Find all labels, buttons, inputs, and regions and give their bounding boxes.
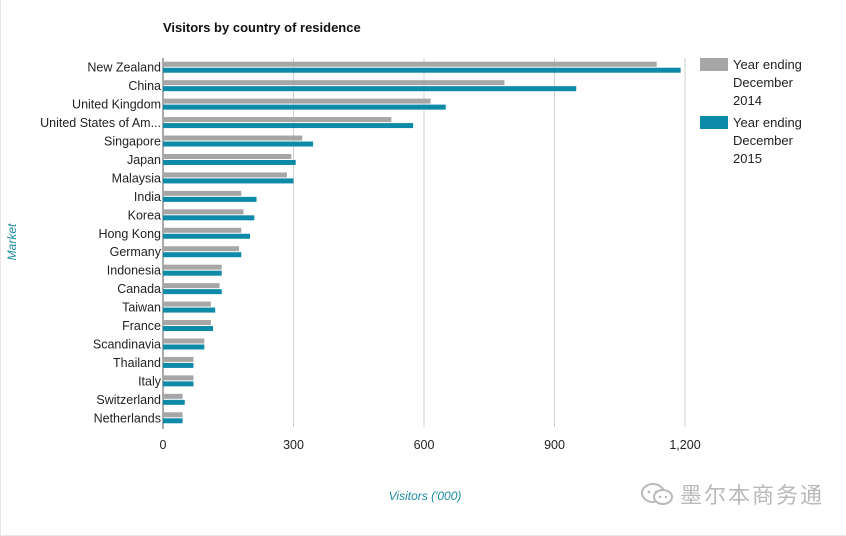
category-label: Singapore bbox=[104, 135, 161, 149]
bar-2014 bbox=[163, 393, 183, 399]
bar-2014 bbox=[163, 135, 303, 141]
category-label: Malaysia bbox=[112, 171, 161, 185]
bar-2014 bbox=[163, 375, 194, 381]
x-tick-labels: 0 300 600 900 1,200 bbox=[160, 438, 701, 452]
bar-2015 bbox=[163, 418, 183, 424]
bar-2015 bbox=[163, 362, 194, 368]
bar-2015 bbox=[163, 159, 296, 165]
bar-2015 bbox=[163, 289, 222, 295]
bars bbox=[163, 61, 681, 424]
bar-2015 bbox=[163, 123, 414, 129]
bar-2014 bbox=[163, 117, 392, 123]
legend-label: 2015 bbox=[733, 151, 762, 166]
bar-2014 bbox=[163, 153, 292, 159]
bar-2015 bbox=[163, 215, 255, 221]
category-label: Switzerland bbox=[96, 393, 161, 407]
bar-2015 bbox=[163, 381, 194, 387]
y-axis-label: Market bbox=[5, 223, 19, 260]
bar-2014 bbox=[163, 80, 505, 86]
category-label: France bbox=[122, 319, 161, 333]
bar-2014 bbox=[163, 98, 431, 104]
category-label: United Kingdom bbox=[72, 98, 161, 112]
watermark: 墨尔本商务通 bbox=[640, 478, 824, 510]
bar-2014 bbox=[163, 301, 211, 307]
category-label: Italy bbox=[138, 374, 162, 388]
legend-label: Year ending bbox=[733, 57, 802, 72]
category-label: New Zealand bbox=[87, 61, 161, 75]
category-label: Korea bbox=[128, 208, 161, 222]
x-tick-label: 600 bbox=[414, 438, 435, 452]
bar-2014 bbox=[163, 320, 211, 326]
bar-2015 bbox=[163, 67, 681, 73]
category-label: Netherlands bbox=[94, 411, 161, 425]
category-label: Thailand bbox=[113, 356, 161, 370]
legend-label: Year ending bbox=[733, 115, 802, 130]
x-axis-label: Visitors ('000) bbox=[389, 489, 462, 503]
x-tick-label: 0 bbox=[160, 438, 167, 452]
category-label: Hong Kong bbox=[98, 227, 161, 241]
category-label: Japan bbox=[127, 153, 161, 167]
chart-title: Visitors by country of residence bbox=[163, 20, 361, 35]
bar-2015 bbox=[163, 307, 216, 313]
bar-2014 bbox=[163, 283, 220, 289]
category-label: Germany bbox=[110, 245, 162, 259]
bar-2015 bbox=[163, 270, 222, 276]
bar-2015 bbox=[163, 399, 185, 405]
category-label: Indonesia bbox=[107, 264, 161, 278]
bar-2015 bbox=[163, 326, 214, 332]
bar-2015 bbox=[163, 86, 577, 92]
chat-bubbles-icon bbox=[640, 483, 673, 505]
bar-2014 bbox=[163, 356, 194, 362]
category-labels: New Zealand China United Kingdom United Sta… bbox=[40, 61, 162, 426]
category-label: Canada bbox=[117, 282, 161, 296]
watermark-text: 墨尔本商务通 bbox=[679, 484, 824, 509]
bar-2014 bbox=[163, 246, 240, 252]
bar-2014 bbox=[163, 172, 287, 178]
x-tick-label: 300 bbox=[283, 438, 304, 452]
bar-2015 bbox=[163, 141, 314, 147]
bar-2014 bbox=[163, 209, 244, 215]
bar-2015 bbox=[163, 344, 205, 350]
legend-swatch bbox=[700, 58, 728, 71]
bar-2014 bbox=[163, 338, 205, 344]
category-label: India bbox=[134, 190, 161, 204]
legend-label: 2014 bbox=[733, 93, 762, 108]
bar-2015 bbox=[163, 196, 257, 202]
grid-lines bbox=[162, 58, 686, 429]
legend: Year ending December 2014 Year ending Decemb… bbox=[700, 57, 802, 166]
x-tick-label: 900 bbox=[544, 438, 565, 452]
category-label: China bbox=[128, 79, 161, 93]
bar-2015 bbox=[163, 233, 250, 239]
left-border bbox=[0, 0, 1, 536]
category-label: Scandinavia bbox=[93, 337, 161, 351]
bar-2014 bbox=[163, 264, 222, 270]
bar-2014 bbox=[163, 190, 242, 196]
legend-label: December bbox=[733, 75, 794, 90]
category-label: United States of Am... bbox=[40, 116, 161, 130]
legend-label: December bbox=[733, 133, 794, 148]
x-tick-label: 1,200 bbox=[669, 438, 700, 452]
bar-2014 bbox=[163, 227, 242, 233]
bar-2014 bbox=[163, 61, 657, 67]
bar-2015 bbox=[163, 104, 446, 110]
bar-2015 bbox=[163, 252, 242, 258]
legend-swatch bbox=[700, 116, 728, 129]
category-label: Taiwan bbox=[122, 301, 161, 315]
bar-2014 bbox=[163, 412, 183, 418]
bar-2015 bbox=[163, 178, 294, 184]
